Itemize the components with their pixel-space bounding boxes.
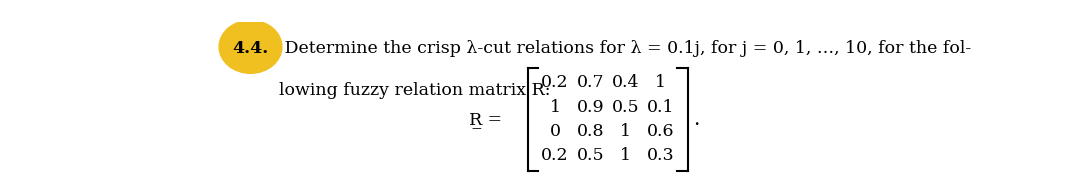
Ellipse shape — [219, 20, 282, 73]
Text: R̲: R̲ — [469, 111, 483, 128]
Text: 0.9: 0.9 — [577, 99, 604, 116]
Text: 0.8: 0.8 — [577, 123, 604, 140]
Text: Determine the crisp λ-cut relations for λ = 0.1j, for j = 0, 1, …, 10, for the f: Determine the crisp λ-cut relations for … — [279, 40, 971, 57]
Text: 1: 1 — [656, 74, 666, 91]
Text: 0.1: 0.1 — [647, 99, 674, 116]
Text: =: = — [483, 111, 502, 128]
Text: 0: 0 — [550, 123, 561, 140]
Text: lowing fuzzy relation matrix R:: lowing fuzzy relation matrix R: — [279, 82, 551, 99]
Text: 0.6: 0.6 — [647, 123, 674, 140]
Text: 0.2: 0.2 — [541, 74, 569, 91]
Text: 1: 1 — [620, 123, 631, 140]
Text: 0.2: 0.2 — [541, 147, 569, 164]
Text: 0.5: 0.5 — [577, 147, 604, 164]
Text: 0.7: 0.7 — [577, 74, 604, 91]
Text: .: . — [693, 110, 700, 129]
Text: 0.4: 0.4 — [611, 74, 639, 91]
Text: 1: 1 — [620, 147, 631, 164]
Text: 1: 1 — [550, 99, 561, 116]
Text: 0.3: 0.3 — [647, 147, 674, 164]
Text: 4.4.: 4.4. — [232, 40, 269, 57]
Text: 0.5: 0.5 — [611, 99, 639, 116]
